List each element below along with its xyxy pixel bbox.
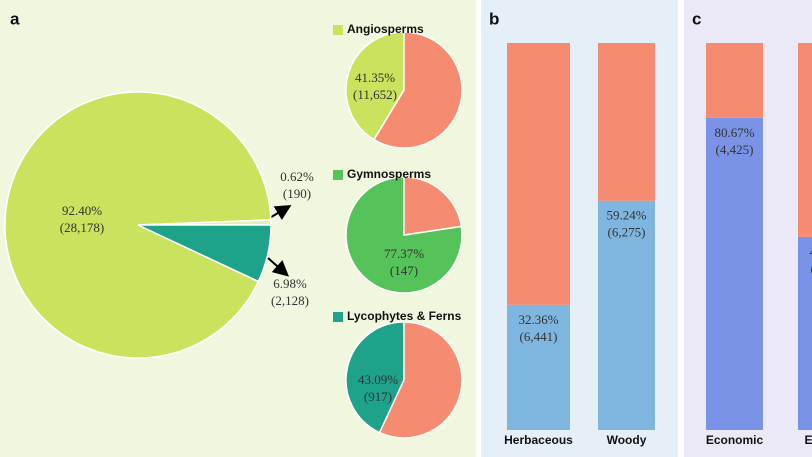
count-label: (11,652)	[353, 87, 397, 102]
count-label: (6,441)	[520, 329, 558, 344]
bar-segment	[507, 304, 570, 430]
legend-swatch	[333, 170, 343, 180]
bar-segment	[798, 236, 812, 430]
bar-segment	[706, 117, 763, 430]
count-label: (2,468)	[811, 261, 812, 276]
bar-segment	[507, 43, 570, 305]
pie-slice	[345, 321, 405, 434]
count-label: (147)	[390, 263, 418, 278]
value-label: 59.24%	[606, 208, 646, 223]
legend-label: Gymnosperms	[347, 167, 431, 181]
legend-label: Lycophytes & Ferns	[347, 309, 462, 323]
bar-segment	[798, 43, 812, 237]
panel-label: c	[692, 9, 701, 28]
value-label: 41.35%	[355, 70, 395, 85]
value-label: 80.67%	[714, 125, 754, 140]
legend-swatch	[333, 25, 343, 35]
pie-slice	[378, 321, 463, 439]
value-label: 49.90%	[809, 244, 812, 259]
x-tick-label: Herbaceous	[504, 433, 573, 447]
count-label: (2,128)	[271, 293, 309, 308]
count-label: (190)	[283, 186, 311, 201]
arrow	[267, 257, 289, 277]
count-label: (917)	[364, 389, 392, 404]
value-label: 0.62%	[280, 169, 314, 184]
panel-label: b	[489, 9, 499, 28]
pie-slice	[403, 176, 463, 236]
panel-label: a	[10, 9, 20, 28]
value-label: 77.37%	[384, 246, 424, 261]
pie-slice	[372, 31, 463, 149]
bar-segment	[706, 43, 763, 118]
legend-label: Angiosperms	[347, 22, 424, 36]
value-label: 6.98%	[273, 276, 307, 291]
value-label: 32.36%	[518, 312, 558, 327]
count-label: (6,275)	[608, 225, 646, 240]
bar-segment	[598, 200, 655, 430]
x-tick-label: Economic	[706, 433, 764, 447]
legend-swatch	[333, 312, 343, 322]
count-label: (4,425)	[716, 142, 754, 157]
value-label: 92.40%	[62, 203, 102, 218]
bar-segment	[598, 43, 655, 201]
count-label: (28,178)	[60, 220, 104, 235]
pie-slice	[137, 224, 272, 283]
value-label: 43.09%	[358, 372, 398, 387]
x-tick-label: Woody	[607, 433, 647, 447]
x-tick-label: Endemic	[804, 433, 812, 447]
